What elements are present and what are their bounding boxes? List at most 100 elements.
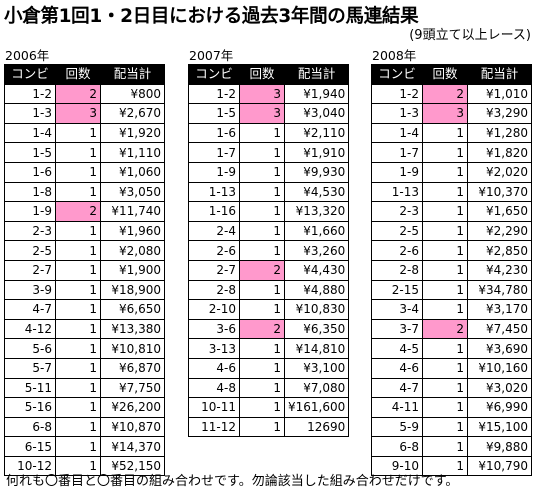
combo-cell: 1-7 [371, 142, 423, 163]
combo-cell: 1-3 [371, 103, 423, 124]
payout-cell: ¥4,230 [467, 259, 532, 281]
combo-cell: 3-9 [4, 279, 56, 301]
count-cell: 1 [55, 377, 101, 399]
payout-cell: ¥10,370 [467, 181, 532, 203]
payout-cell: 12690 [283, 416, 350, 438]
combo-cell: 1-7 [188, 142, 240, 163]
table-row: 4-12 1 ¥13,380 [4, 318, 165, 340]
payout-cell: ¥2,850 [467, 240, 532, 261]
combo-cell: 6-15 [4, 436, 56, 457]
count-cell: 1 [422, 201, 468, 222]
payout-cell: ¥2,290 [467, 220, 532, 242]
combo-cell: 1-9 [188, 161, 240, 183]
header-payout: 配当計 [100, 64, 165, 85]
count-cell: 1 [55, 142, 101, 163]
payout-cell: ¥3,100 [283, 357, 350, 379]
payout-cell: ¥13,380 [100, 318, 165, 340]
payout-cell: ¥11,740 [100, 201, 165, 222]
count-cell: 1 [239, 357, 285, 379]
combo-cell: 5-11 [4, 377, 56, 399]
page-subtitle: (9頭立て以上レース) [409, 28, 531, 43]
payout-cell: ¥6,650 [100, 299, 165, 320]
count-cell: 1 [55, 279, 101, 301]
count-cell: 1 [422, 161, 468, 183]
payout-cell: ¥9,930 [283, 161, 350, 183]
payout-cell: ¥9,880 [467, 436, 532, 457]
table-row: 1-7 1 ¥1,820 [371, 142, 532, 163]
count-cell: 1 [55, 416, 101, 438]
payout-cell: ¥1,900 [100, 259, 165, 281]
payout-cell: ¥6,990 [467, 397, 532, 418]
combo-cell: 2-6 [188, 240, 240, 261]
combo-cell: 10-12 [4, 455, 56, 477]
results-table-2007: コンビ 回数 配当計 1-2 3 ¥1,940 1-5 3 ¥3,040 1-6 1 ¥2,110 1-… [188, 64, 350, 438]
count-cell: 1 [55, 436, 101, 457]
combo-cell: 2-7 [4, 259, 56, 281]
count-cell: 1 [422, 240, 468, 261]
table-row: 1-2 2 ¥1,010 [371, 83, 532, 105]
combo-cell: 2-3 [4, 220, 56, 242]
count-cell: 3 [239, 83, 285, 105]
count-cell: 1 [422, 357, 468, 379]
count-cell: 1 [239, 181, 285, 203]
payout-cell: ¥2,670 [100, 103, 165, 124]
combo-cell: 4-6 [371, 357, 423, 379]
header-count: 回数 [239, 64, 285, 85]
table-row: 3-7 2 ¥7,450 [371, 318, 532, 340]
table-row: 6-15 1 ¥14,370 [4, 436, 165, 457]
count-cell: 3 [422, 103, 468, 124]
combo-cell: 2-15 [371, 279, 423, 301]
table-row: 2-6 1 ¥3,260 [188, 240, 350, 261]
table-row: 5-11 1 ¥7,750 [4, 377, 165, 399]
payout-cell: ¥3,260 [283, 240, 350, 261]
payout-cell: ¥4,430 [283, 259, 350, 281]
combo-cell: 1-2 [188, 83, 240, 105]
table-row: 2-7 1 ¥1,900 [4, 259, 165, 281]
combo-cell: 4-7 [4, 299, 56, 320]
payout-cell: ¥6,870 [100, 357, 165, 379]
payout-cell: ¥15,100 [467, 416, 532, 438]
results-table-2006: コンビ 回数 配当計 1-2 2 ¥800 1-3 3 ¥2,670 1-4 1 ¥1,920 1-5 1… [4, 64, 165, 477]
results-table-2008: コンビ 回数 配当計 1-2 2 ¥1,010 1-3 3 ¥3,290 1-4 1 ¥1,280 1-… [371, 64, 532, 477]
combo-cell: 2-10 [188, 299, 240, 320]
combo-cell: 3-4 [371, 299, 423, 320]
combo-cell: 5-9 [371, 416, 423, 438]
table-row: 2-10 1 ¥10,830 [188, 299, 350, 320]
combo-cell: 4-8 [188, 377, 240, 399]
header-count: 回数 [55, 64, 101, 85]
combo-cell: 1-4 [371, 122, 423, 144]
payout-cell: ¥161,600 [283, 397, 350, 418]
combo-cell: 6-8 [371, 436, 423, 457]
combo-cell: 2-7 [188, 259, 240, 281]
combo-cell: 2-6 [371, 240, 423, 261]
table-row: 4-6 1 ¥10,160 [371, 357, 532, 379]
payout-cell: ¥1,650 [467, 201, 532, 222]
payout-cell: ¥1,960 [100, 220, 165, 242]
payout-cell: ¥1,910 [283, 142, 350, 163]
combo-cell: 2-5 [371, 220, 423, 242]
payout-cell: ¥52,150 [100, 455, 165, 477]
year-label-2008: 2008年 [372, 48, 417, 63]
count-cell: 2 [422, 318, 468, 340]
table-row: 4-8 1 ¥7,080 [188, 377, 350, 399]
payout-cell: ¥4,880 [283, 279, 350, 301]
combo-cell: 2-8 [188, 279, 240, 301]
table-row: 1-9 1 ¥9,930 [188, 161, 350, 183]
table-row: 2-4 1 ¥1,660 [188, 220, 350, 242]
table-row: 1-8 1 ¥3,050 [4, 181, 165, 203]
count-cell: 1 [239, 377, 285, 399]
table-row: 1-9 1 ¥2,020 [371, 161, 532, 183]
table-row: 1-4 1 ¥1,280 [371, 122, 532, 144]
combo-cell: 4-5 [371, 338, 423, 359]
combo-cell: 6-8 [4, 416, 56, 438]
page-title: 小倉第1回1・2日目における過去3年間の馬連結果 [4, 6, 419, 27]
payout-cell: ¥1,660 [283, 220, 350, 242]
table-row: 2-8 1 ¥4,880 [188, 279, 350, 301]
payout-cell: ¥34,780 [467, 279, 532, 301]
combo-cell: 1-4 [4, 122, 56, 144]
table-row: 2-6 1 ¥2,850 [371, 240, 532, 261]
count-cell: 1 [239, 142, 285, 163]
table-row: 5-16 1 ¥26,200 [4, 397, 165, 418]
count-cell: 3 [55, 103, 101, 124]
combo-cell: 1-9 [4, 201, 56, 222]
